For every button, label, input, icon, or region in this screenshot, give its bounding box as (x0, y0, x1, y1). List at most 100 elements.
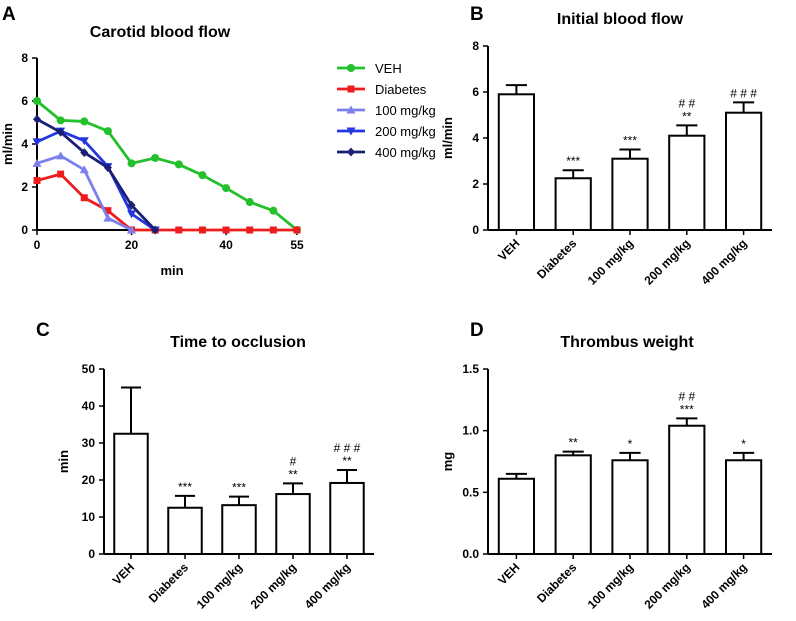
x-tick-label: 0 (34, 238, 41, 252)
series-400-mg-kg (33, 114, 160, 235)
significance-stars: *** (178, 480, 192, 494)
chart-title: Thrombus weight (560, 334, 694, 351)
significance-stars: * (741, 437, 746, 451)
y-tick-label: 6 (21, 94, 28, 108)
bar-group: 200 mg/kg ***# # (642, 389, 706, 612)
y-tick-label: 40 (82, 399, 96, 413)
y-tick-label: 20 (82, 473, 96, 487)
x-tick-label: 100 mg/kg (585, 236, 636, 287)
series-100-mg-kg (32, 151, 137, 234)
bar-group: 200 mg/kg **# # (642, 96, 706, 288)
data-point (198, 226, 206, 234)
bar (497, 93, 536, 231)
x-axis-label: min (160, 263, 183, 278)
y-axis-label: mg (440, 452, 455, 472)
x-tick-label: VEH (110, 560, 137, 587)
data-point (222, 226, 230, 234)
x-tick-label: Diabetes (534, 236, 580, 282)
data-point (104, 207, 112, 215)
bar-group: 200 mg/kg **# (248, 454, 311, 612)
data-point (79, 165, 89, 174)
bar (611, 459, 649, 555)
y-tick-label: 0 (21, 223, 28, 237)
data-point (127, 159, 136, 168)
data-point (32, 138, 42, 147)
legend-marker (346, 127, 356, 136)
legend-label: VEH (375, 61, 402, 76)
panel-letter-b: B (470, 4, 484, 25)
panel-c-time-to-occlusion: C Time to occlusion 0 10 20 30 40 50 min VEH Diabe… (36, 320, 374, 612)
data-point (33, 97, 41, 105)
bar (275, 493, 311, 555)
data-point (103, 163, 112, 173)
data-point (80, 117, 89, 126)
y-tick-label: 10 (82, 510, 96, 524)
bar-group: 400 mg/kg * (698, 437, 763, 612)
x-tick-label: 400 mg/kg (698, 236, 749, 287)
bar-group: Diabetes *** (146, 480, 203, 605)
data-point (245, 198, 254, 207)
y-tick-label: 2 (472, 177, 479, 191)
y-tick-label: 1.5 (462, 362, 479, 376)
chart-title: Time to occlusion (170, 334, 306, 351)
data-point (103, 127, 112, 136)
data-point (80, 194, 88, 202)
significance-stars: ** (569, 436, 579, 450)
y-axis-label: min (56, 450, 71, 473)
data-point (269, 226, 277, 234)
x-tick-label: 20 (125, 238, 139, 252)
legend-label: 400 mg/kg (375, 145, 436, 160)
data-point (56, 116, 65, 125)
significance-stars: ** (682, 109, 692, 123)
series-line (36, 172, 297, 232)
x-tick-label: 200 mg/kg (642, 236, 693, 287)
data-point (198, 171, 207, 180)
series-line (36, 118, 157, 231)
legend-label: Diabetes (375, 82, 427, 97)
chart-title: Carotid blood flow (90, 24, 231, 41)
bar (724, 459, 763, 555)
data-point (33, 114, 41, 124)
x-tick-label: VEH (495, 236, 522, 263)
bar-group: 400 mg/kg **# # # (302, 441, 365, 612)
significance-hashes: # # (678, 96, 695, 110)
y-tick-label: 6 (472, 85, 479, 99)
bar-group: VEH (495, 84, 536, 264)
panel-letter-a: A (2, 4, 16, 25)
x-tick-label: 100 mg/kg (194, 560, 245, 611)
y-tick-label: 0.0 (462, 547, 479, 561)
legend-marker (347, 85, 355, 93)
legend-entry: VEH (337, 61, 402, 76)
panel-letter-d: D (470, 320, 484, 341)
legend-entry: 100 mg/kg (337, 103, 436, 118)
data-point (56, 127, 65, 137)
significance-stars: *** (623, 134, 637, 148)
significance-hashes: # # # (730, 86, 757, 100)
series-diabetes (33, 170, 301, 234)
legend-label: 200 mg/kg (375, 124, 436, 139)
legend-marker (346, 105, 356, 114)
y-tick-label: 2 (21, 180, 28, 194)
x-tick-label: VEH (495, 560, 522, 587)
x-tick-label: 200 mg/kg (248, 560, 299, 611)
y-axis-label: ml/min (0, 123, 15, 165)
data-point (222, 184, 231, 193)
panel-a-carotid-blood-flow: A Carotid blood flow 0 2 4 6 8 0 20 40 55 min ml/min… (0, 4, 436, 278)
panel-b-initial-blood-flow: B Initial blood flow 0 2 4 6 8 ml/min VEH Diabete… (440, 4, 772, 288)
bar (611, 157, 649, 231)
significance-hashes: # (290, 454, 297, 468)
bar-group: VEH (110, 386, 149, 588)
series-line (36, 129, 156, 232)
x-tick-label: 40 (219, 238, 233, 252)
bar-group: 100 mg/kg * (585, 437, 649, 612)
bar (554, 177, 592, 231)
panel-d-thrombus-weight: D Thrombus weight 0.0 0.5 1.0 1.5 mg VEH Diabete… (440, 320, 772, 612)
significance-stars: ** (288, 467, 298, 481)
bar-group: 100 mg/kg *** (194, 481, 257, 612)
bar (668, 424, 706, 555)
bar (167, 506, 203, 555)
data-point (80, 148, 89, 158)
significance-stars: *** (566, 154, 580, 168)
bar-group: 100 mg/kg *** (585, 134, 649, 288)
y-tick-label: 4 (472, 131, 479, 145)
